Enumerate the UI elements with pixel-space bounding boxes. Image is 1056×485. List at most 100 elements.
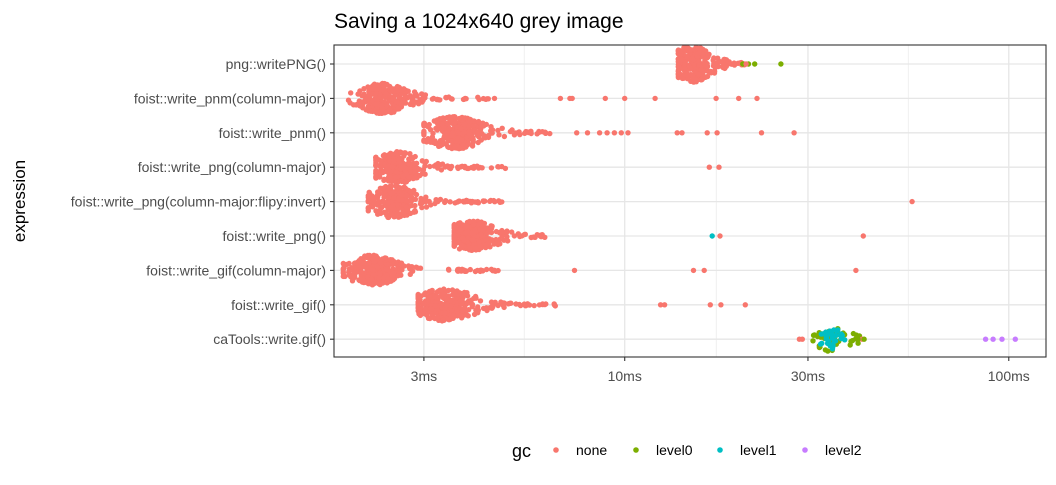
data-point bbox=[372, 82, 378, 88]
data-point bbox=[399, 197, 406, 203]
data-point bbox=[467, 245, 473, 251]
data-point bbox=[713, 95, 719, 102]
data-point bbox=[909, 198, 915, 205]
data-point bbox=[393, 169, 400, 175]
legend-key-level1 bbox=[717, 447, 723, 453]
data-point bbox=[405, 263, 412, 269]
data-point bbox=[495, 127, 501, 134]
data-point bbox=[356, 258, 362, 264]
data-point bbox=[383, 209, 389, 215]
data-point bbox=[404, 193, 410, 199]
data-point bbox=[702, 59, 708, 65]
data-point bbox=[446, 165, 453, 171]
data-point bbox=[407, 93, 414, 99]
data-point bbox=[429, 136, 435, 142]
data-point bbox=[361, 86, 367, 92]
data-point bbox=[364, 254, 370, 261]
data-point bbox=[686, 62, 692, 69]
data-point bbox=[420, 97, 426, 104]
data-point bbox=[453, 291, 459, 297]
data-point bbox=[679, 130, 685, 136]
legend-key-level2 bbox=[802, 447, 808, 453]
data-point bbox=[448, 96, 455, 102]
data-point bbox=[461, 129, 467, 135]
data-point bbox=[483, 121, 489, 128]
data-point bbox=[475, 139, 481, 146]
data-point bbox=[421, 121, 427, 128]
data-point bbox=[690, 267, 697, 274]
data-point bbox=[675, 63, 682, 70]
data-point bbox=[704, 63, 711, 70]
data-point bbox=[467, 266, 473, 273]
data-point bbox=[481, 133, 487, 139]
data-point bbox=[435, 165, 441, 171]
data-point bbox=[380, 275, 387, 281]
data-point bbox=[446, 293, 452, 299]
data-point bbox=[456, 266, 462, 272]
data-point bbox=[855, 336, 861, 342]
data-point bbox=[381, 108, 387, 114]
data-point bbox=[704, 55, 710, 61]
data-point bbox=[399, 178, 405, 185]
data-point bbox=[470, 237, 477, 243]
data-point bbox=[551, 302, 558, 308]
data-point bbox=[469, 143, 476, 149]
data-point bbox=[351, 268, 357, 274]
data-point bbox=[412, 202, 418, 209]
data-point bbox=[377, 170, 383, 177]
data-point bbox=[393, 174, 399, 180]
x-tick-label: 100ms bbox=[988, 368, 1030, 384]
data-point bbox=[571, 267, 578, 274]
data-point bbox=[369, 86, 376, 92]
data-point bbox=[393, 88, 400, 94]
data-point bbox=[853, 267, 859, 274]
data-point bbox=[374, 263, 381, 270]
data-point bbox=[569, 95, 575, 102]
data-point bbox=[437, 97, 443, 103]
data-point bbox=[496, 132, 502, 138]
data-point bbox=[378, 210, 384, 217]
data-point bbox=[413, 91, 419, 98]
data-point bbox=[500, 302, 506, 308]
data-point bbox=[390, 266, 396, 272]
data-point bbox=[999, 336, 1005, 342]
data-point bbox=[690, 57, 697, 63]
data-point bbox=[461, 115, 467, 122]
data-point bbox=[376, 157, 382, 163]
data-point bbox=[400, 173, 406, 180]
data-point bbox=[437, 116, 443, 122]
data-point bbox=[398, 101, 404, 108]
data-point bbox=[466, 218, 473, 225]
data-point bbox=[395, 273, 401, 279]
data-point bbox=[459, 308, 466, 314]
data-point bbox=[473, 295, 479, 301]
data-point bbox=[384, 102, 390, 109]
data-point bbox=[661, 302, 668, 308]
data-point bbox=[488, 124, 494, 130]
data-point bbox=[521, 301, 528, 308]
data-point bbox=[366, 260, 372, 266]
data-point bbox=[1012, 336, 1018, 342]
y-tick-label: foist::write_png(column-major:flipy:inve… bbox=[71, 194, 326, 210]
legend-label: level0 bbox=[656, 442, 693, 458]
data-point bbox=[419, 204, 425, 211]
data-point bbox=[415, 302, 421, 308]
data-point bbox=[476, 96, 482, 103]
data-point bbox=[365, 199, 371, 205]
data-point bbox=[447, 298, 453, 304]
data-point bbox=[758, 130, 765, 136]
data-point bbox=[690, 73, 696, 79]
data-point bbox=[830, 332, 836, 338]
data-point bbox=[377, 271, 383, 278]
data-point bbox=[346, 268, 352, 274]
data-point bbox=[384, 280, 390, 286]
data-point bbox=[371, 196, 377, 203]
data-point bbox=[704, 73, 711, 80]
data-point bbox=[677, 58, 684, 64]
data-point bbox=[449, 287, 456, 293]
data-point bbox=[357, 277, 363, 283]
data-point bbox=[526, 302, 533, 308]
data-point bbox=[849, 337, 856, 344]
x-tick-label: 10ms bbox=[608, 368, 642, 384]
data-point bbox=[384, 165, 390, 171]
